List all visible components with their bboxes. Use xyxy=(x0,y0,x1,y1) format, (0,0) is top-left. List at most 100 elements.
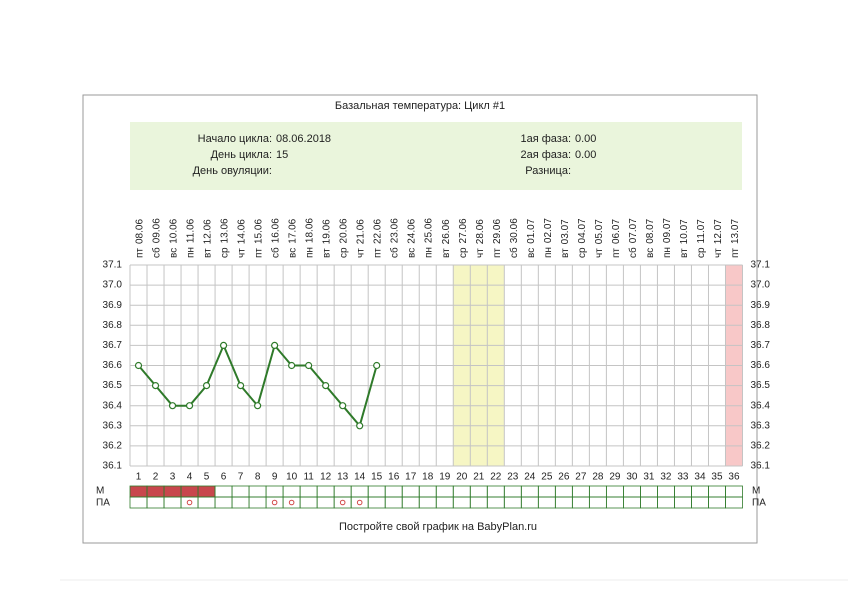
day-number: 3 xyxy=(170,472,176,483)
row-label: ПА xyxy=(96,498,110,509)
weekday: пт xyxy=(611,248,622,258)
date-label: пт 08.06 xyxy=(134,219,145,258)
y-tick-label: 36.4 xyxy=(103,400,123,411)
date: 18.06 xyxy=(304,218,315,243)
weekday: пн xyxy=(185,247,196,258)
date-label: вт 19.06 xyxy=(321,219,332,258)
weekday: вт xyxy=(679,248,690,258)
menstruation-cell xyxy=(198,486,216,497)
day-number: 34 xyxy=(694,472,706,483)
day-number: 21 xyxy=(473,472,485,483)
temperature-point xyxy=(305,361,313,370)
date-label: пн 11.06 xyxy=(185,218,196,258)
y-tick-label-right: 36.3 xyxy=(751,420,771,431)
day-number: 24 xyxy=(524,472,536,483)
date: 16.06 xyxy=(270,218,281,243)
date-label: ср 27.06 xyxy=(457,218,468,258)
date: 14.06 xyxy=(236,219,247,244)
day-number: 2 xyxy=(153,472,159,483)
row-label-right: ПА xyxy=(752,498,766,509)
menstruation-cell xyxy=(164,486,182,497)
day-number: 7 xyxy=(238,472,244,483)
weekday: ср xyxy=(577,247,588,258)
weekday: вт xyxy=(559,248,570,258)
y-tick-label: 36.3 xyxy=(103,420,123,431)
temperature-point xyxy=(271,341,279,349)
y-tick-label: 36.7 xyxy=(103,340,123,351)
info-label: Разница: xyxy=(525,165,571,177)
date: 20.06 xyxy=(338,218,349,243)
date-label: сб 07.07 xyxy=(627,218,639,258)
date-label: вс 10.06 xyxy=(168,218,179,258)
info-label: 2ая фаза: xyxy=(520,149,571,161)
day-number: 16 xyxy=(388,472,400,483)
row-label-right: М xyxy=(752,486,760,497)
date: 13.07 xyxy=(730,219,741,244)
weekday: ср xyxy=(457,247,468,258)
date: 10.06 xyxy=(168,218,179,243)
pa-mark xyxy=(288,499,295,506)
day-number: 27 xyxy=(575,472,587,483)
y-tick-label: 37.0 xyxy=(103,280,123,291)
y-tick-label-right: 37.1 xyxy=(751,260,771,271)
date: 23.06 xyxy=(389,218,400,243)
chart-title: Базальная температура: Цикл #1 xyxy=(335,100,505,112)
day-number: 10 xyxy=(286,472,298,483)
y-tick-label: 36.6 xyxy=(103,360,123,371)
weekday: пт xyxy=(253,248,264,258)
info-value: 0.00 xyxy=(575,149,596,161)
date-label: вт 12.06 xyxy=(202,219,213,258)
date: 08.07 xyxy=(645,218,656,243)
weekday: пн xyxy=(542,247,553,258)
date: 12.07 xyxy=(713,219,724,244)
day-number: 19 xyxy=(439,472,451,483)
date: 17.06 xyxy=(287,218,298,243)
date: 29.06 xyxy=(491,219,502,244)
weekday: вс xyxy=(287,248,298,258)
weekday: сб xyxy=(150,247,162,258)
date: 21.06 xyxy=(355,219,366,244)
y-tick-label-right: 36.7 xyxy=(751,340,771,351)
temperature-point xyxy=(288,361,296,370)
date: 13.06 xyxy=(219,218,230,243)
date: 11.07 xyxy=(696,219,707,244)
date-label: пн 02.07 xyxy=(542,218,553,258)
date: 24.06 xyxy=(406,218,417,243)
temperature-point xyxy=(151,382,160,390)
info-label: День цикла: xyxy=(211,149,272,161)
day-number: 29 xyxy=(609,472,621,483)
weekday: чт xyxy=(236,248,247,258)
weekday: вт xyxy=(440,248,451,258)
weekday: вс xyxy=(168,248,179,258)
date-label: сб 16.06 xyxy=(269,218,281,258)
weekday: пт xyxy=(491,248,502,258)
day-number: 8 xyxy=(255,472,261,483)
date: 11.06 xyxy=(185,218,196,243)
weekday: чт xyxy=(474,248,485,258)
day-number: 35 xyxy=(711,472,723,483)
date: 08.06 xyxy=(134,219,145,244)
date: 28.06 xyxy=(474,219,485,244)
date: 27.06 xyxy=(457,218,468,243)
pa-mark xyxy=(186,499,193,506)
date: 10.07 xyxy=(679,219,690,244)
date-label: вт 10.07 xyxy=(679,219,690,258)
info-label: Начало цикла: xyxy=(198,133,272,145)
y-tick-label-right: 36.1 xyxy=(751,461,771,472)
row-label: М xyxy=(96,486,104,497)
menstruation-cell xyxy=(147,486,165,497)
pa-cell xyxy=(725,496,743,509)
weekday: чт xyxy=(713,248,724,258)
date-label: вт 03.07 xyxy=(559,219,570,258)
temperature-point xyxy=(185,402,194,410)
date-label: чт 21.06 xyxy=(355,219,366,258)
temperature-point xyxy=(373,361,381,370)
date: 22.06 xyxy=(372,219,383,244)
date: 12.06 xyxy=(202,219,213,244)
weekday: вт xyxy=(321,248,332,258)
date: 25.06 xyxy=(423,218,434,243)
date: 05.07 xyxy=(594,219,605,244)
y-tick-label-right: 36.8 xyxy=(751,320,771,331)
y-tick-label-right: 36.2 xyxy=(751,441,771,452)
